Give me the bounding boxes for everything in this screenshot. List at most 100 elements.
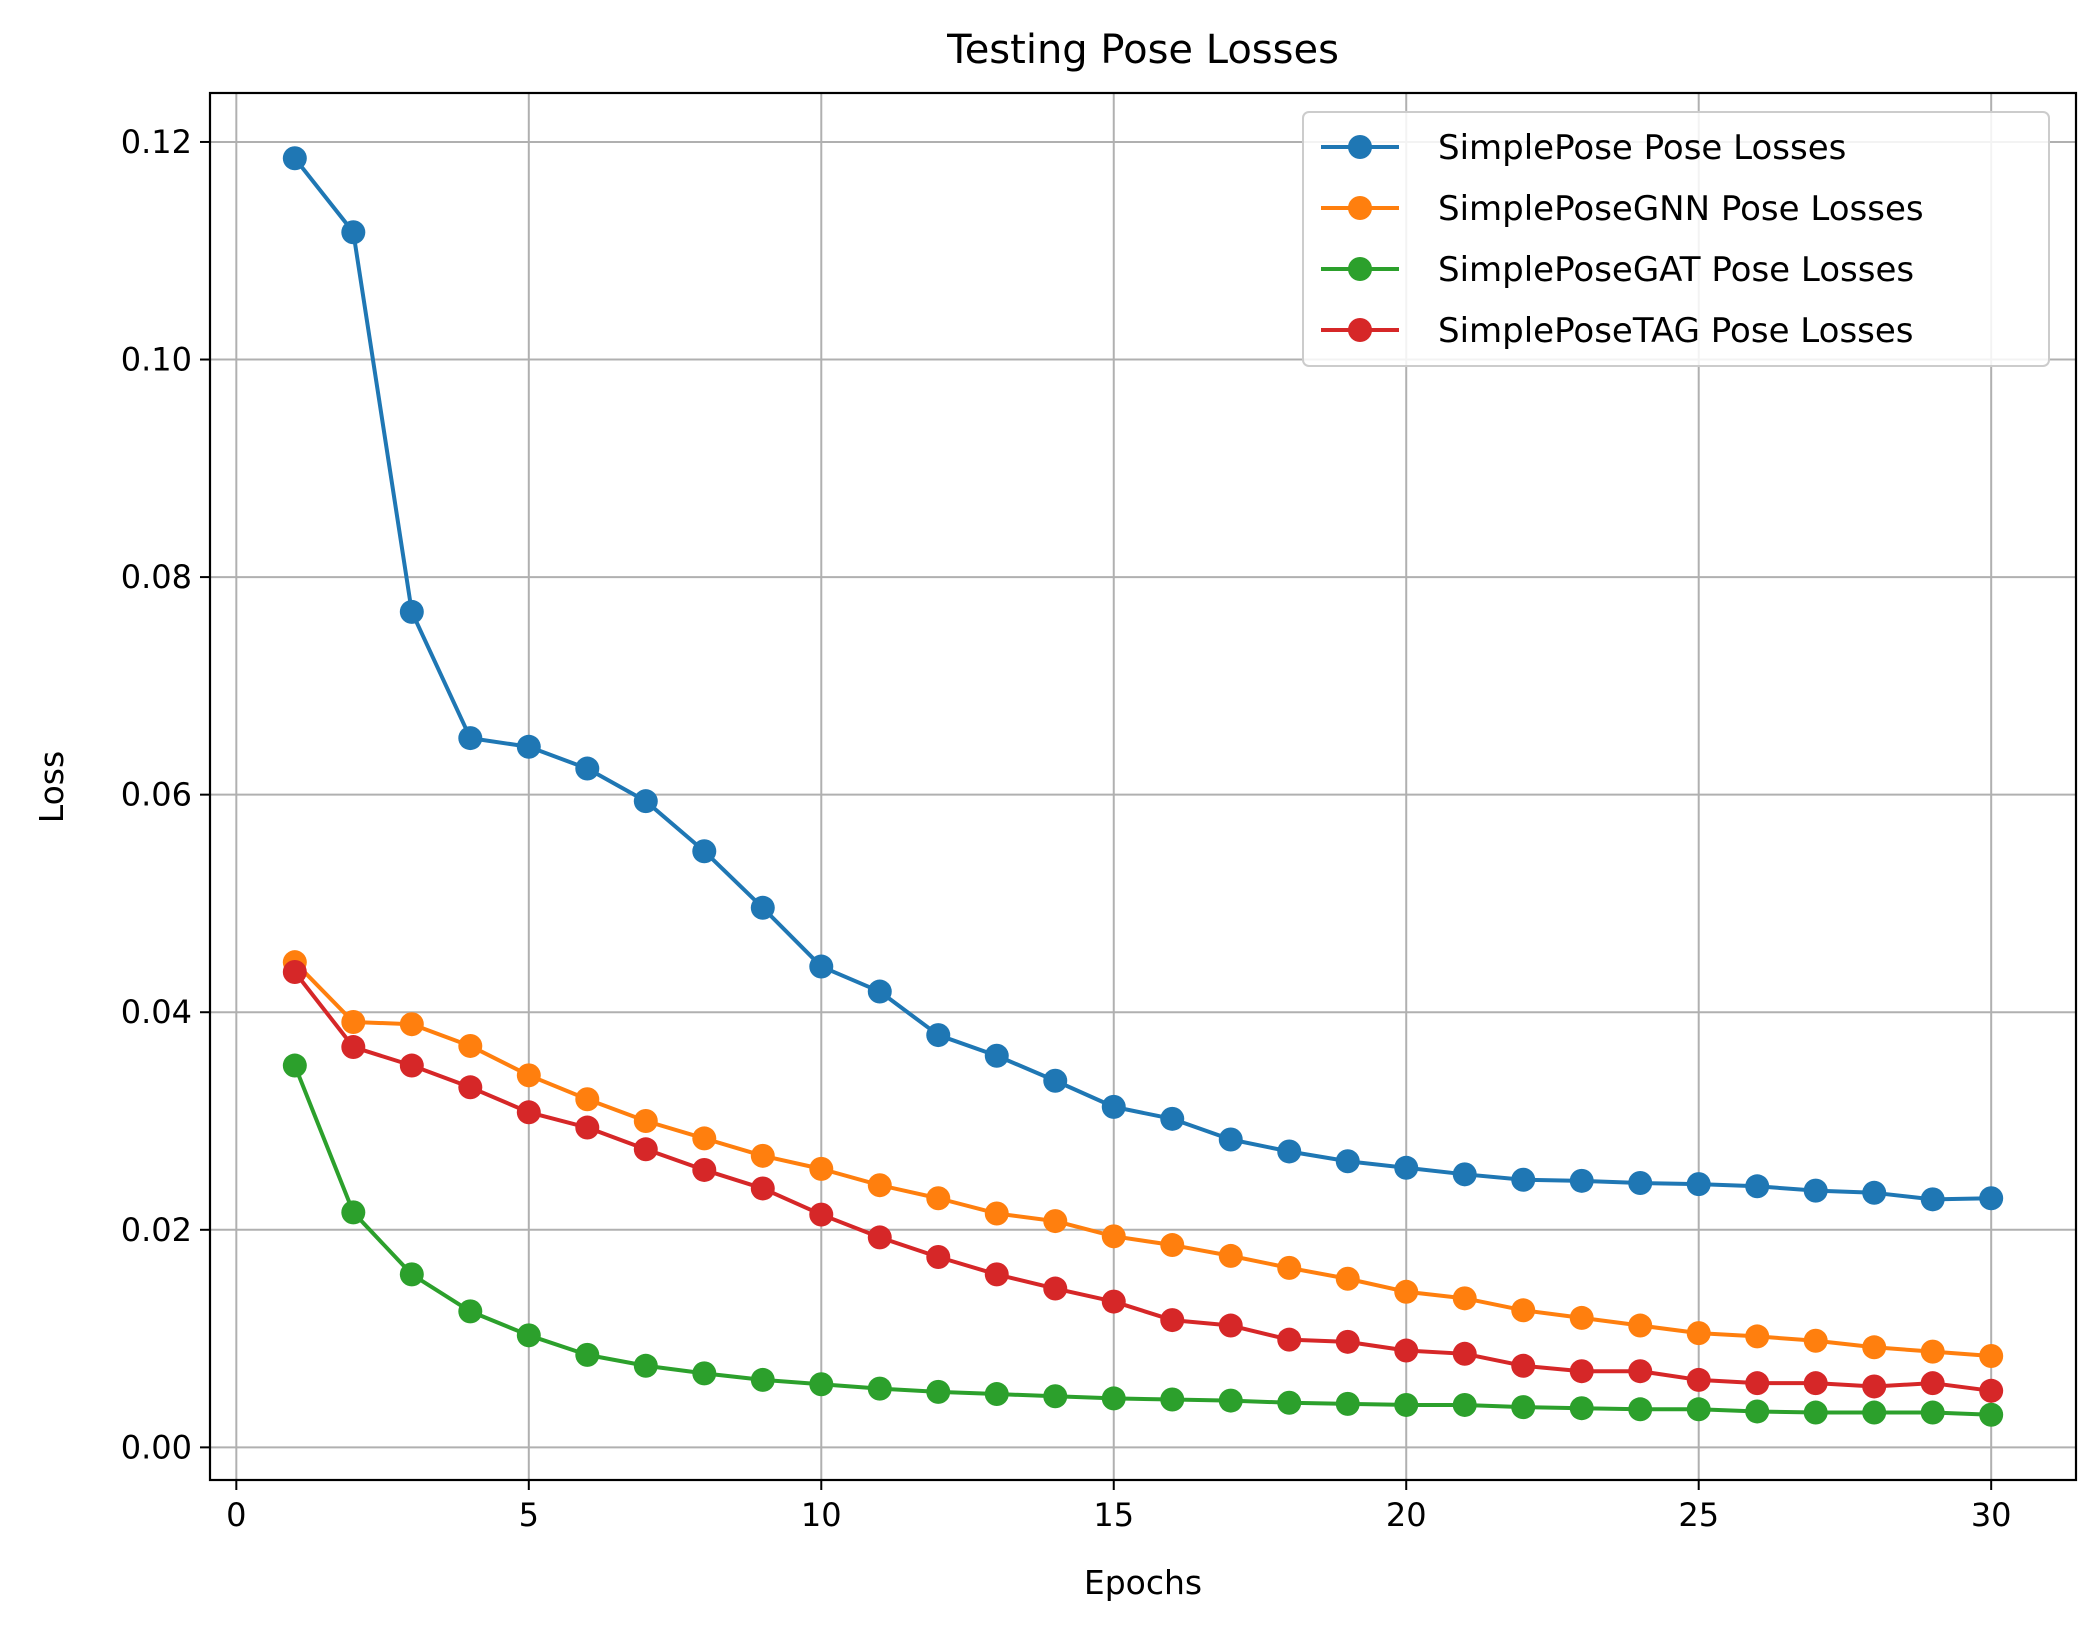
legend-label: SimplePoseGAT Pose Losses xyxy=(1438,250,1914,290)
x-tick-label: 30 xyxy=(1971,1496,2012,1534)
data-point xyxy=(750,1143,775,1168)
data-point xyxy=(1218,1313,1243,1338)
series-line xyxy=(293,970,1992,1393)
data-point xyxy=(1277,1390,1302,1415)
data-point xyxy=(458,726,483,751)
data-point xyxy=(633,789,658,814)
data-point xyxy=(1745,1174,1770,1199)
x-tick-label: 10 xyxy=(801,1496,842,1534)
data-point xyxy=(575,1342,600,1367)
data-point xyxy=(1628,1171,1653,1196)
data-point xyxy=(692,839,717,864)
data-point xyxy=(1160,1387,1185,1412)
data-point xyxy=(1686,1172,1711,1197)
data-point xyxy=(1101,1289,1126,1314)
legend: SimplePose Pose Losses SimplePoseGNN Pose… xyxy=(1302,111,2050,367)
series-4 xyxy=(282,959,2004,1403)
data-point xyxy=(750,1367,775,1392)
data-point xyxy=(1511,1353,1536,1378)
data-point xyxy=(1979,1402,2004,1427)
data-point xyxy=(633,1109,658,1134)
data-point xyxy=(1862,1374,1887,1399)
legend-item: SimplePoseGNN Pose Losses xyxy=(1321,189,1924,229)
data-point xyxy=(1277,1139,1302,1164)
data-point xyxy=(1803,1371,1828,1396)
data-point xyxy=(1628,1359,1653,1384)
data-point xyxy=(1920,1187,1945,1212)
data-point xyxy=(1511,1167,1536,1192)
data-point xyxy=(1394,1279,1419,1304)
data-point xyxy=(809,1202,834,1227)
data-point xyxy=(692,1361,717,1386)
data-point xyxy=(575,1115,600,1140)
data-point xyxy=(1862,1180,1887,1205)
data-point xyxy=(984,1382,1009,1407)
y-axis-label: Loss xyxy=(32,751,71,823)
data-point xyxy=(516,1063,541,1088)
data-point xyxy=(1745,1371,1770,1396)
data-point xyxy=(1511,1395,1536,1420)
legend-label: SimplePoseGNN Pose Losses xyxy=(1438,189,1924,229)
data-point xyxy=(1101,1224,1126,1249)
data-point xyxy=(1511,1298,1536,1323)
y-tick-label: 0.10 xyxy=(121,341,192,379)
series-layer xyxy=(282,146,2004,1427)
x-tick-label: 5 xyxy=(519,1496,539,1534)
data-point xyxy=(341,220,366,245)
data-point xyxy=(1803,1400,1828,1425)
data-point xyxy=(1920,1400,1945,1425)
data-point xyxy=(1686,1367,1711,1392)
data-point xyxy=(1686,1397,1711,1422)
data-point xyxy=(399,599,424,624)
data-point xyxy=(1335,1329,1360,1354)
y-tick-label: 0.04 xyxy=(121,993,192,1031)
data-point xyxy=(926,1379,951,1404)
data-point xyxy=(282,1053,307,1078)
data-point xyxy=(1394,1338,1419,1363)
legend-label: SimplePoseTAG Pose Losses xyxy=(1438,311,1914,351)
data-point xyxy=(1920,1339,1945,1364)
data-point xyxy=(1452,1341,1477,1366)
data-point xyxy=(516,734,541,759)
y-tick-label: 0.06 xyxy=(121,776,192,814)
data-point xyxy=(867,979,892,1004)
data-point xyxy=(1101,1094,1126,1119)
y-tick-label: 0.12 xyxy=(121,123,192,161)
data-point xyxy=(1569,1168,1594,1193)
data-point xyxy=(282,959,307,984)
data-point xyxy=(1862,1335,1887,1360)
legend-label: SimplePose Pose Losses xyxy=(1438,128,1846,168)
data-point xyxy=(1394,1155,1419,1180)
x-tick-label: 15 xyxy=(1093,1496,1134,1534)
chart-title: Testing Pose Losses xyxy=(946,27,1339,73)
data-point xyxy=(984,1043,1009,1068)
data-point xyxy=(1686,1321,1711,1346)
legend-marker xyxy=(1348,318,1372,342)
legend-item: SimplePoseGAT Pose Losses xyxy=(1321,250,1914,290)
data-point xyxy=(1277,1255,1302,1280)
data-point xyxy=(516,1323,541,1348)
data-point xyxy=(1920,1371,1945,1396)
data-point xyxy=(750,1176,775,1201)
data-point xyxy=(516,1100,541,1125)
data-point xyxy=(867,1376,892,1401)
y-tick-label: 0.00 xyxy=(121,1428,192,1466)
data-point xyxy=(341,1200,366,1225)
data-point xyxy=(984,1262,1009,1287)
x-tick-label: 0 xyxy=(226,1496,246,1534)
data-point xyxy=(1569,1396,1594,1421)
series-line xyxy=(293,960,1992,1358)
data-point xyxy=(1628,1397,1653,1422)
data-point xyxy=(575,756,600,781)
data-point xyxy=(926,1186,951,1211)
x-tick-label: 25 xyxy=(1678,1496,1719,1534)
x-tick-label: 20 xyxy=(1386,1496,1427,1534)
series-2 xyxy=(282,950,2004,1368)
data-point xyxy=(1043,1276,1068,1301)
y-tick-label: 0.08 xyxy=(121,558,192,596)
data-point xyxy=(1745,1324,1770,1349)
data-point xyxy=(984,1201,1009,1226)
series-3 xyxy=(282,1053,2004,1427)
data-point xyxy=(458,1033,483,1058)
